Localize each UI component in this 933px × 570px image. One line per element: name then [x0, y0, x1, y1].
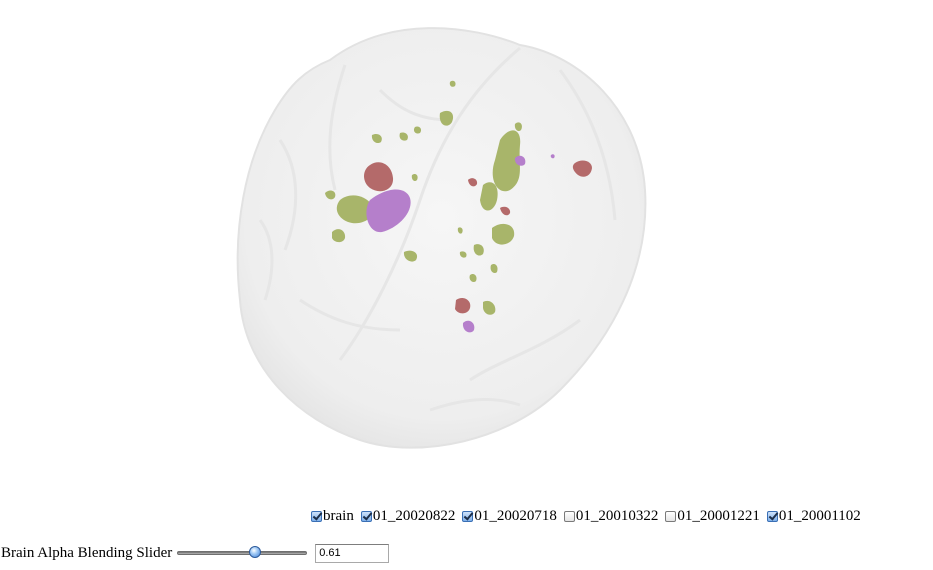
alpha-slider-label: Brain Alpha Blending Slider — [1, 544, 173, 561]
layer-toggle-01-20010322[interactable]: 01_20010322 — [563, 507, 659, 525]
alpha-value-field[interactable] — [315, 543, 390, 563]
layer-checkbox-01-20020718[interactable] — [462, 510, 474, 522]
brain-folds — [258, 46, 617, 412]
layer-toggle-01-20020718[interactable]: 01_20020718 — [462, 508, 557, 525]
lesions-red — [364, 160, 592, 314]
layer-label-01-20001221: 01_20001221 — [677, 507, 760, 524]
layer-label-01-20020718: 01_20020718 — [474, 507, 557, 524]
layer-label-01-20020822: 01_20020822 — [372, 507, 456, 524]
layer-checkbox-brain[interactable] — [311, 510, 322, 522]
layer-toggle-01-20020822[interactable]: 01_20020822 — [360, 507, 456, 525]
layer-label-brain: brain — [323, 507, 354, 524]
layer-toggle-01-20001221[interactable]: 01_20001221 — [665, 508, 760, 525]
layer-checkbox-01-20001102[interactable] — [766, 510, 778, 522]
3d-brain-viewport[interactable] — [0, 0, 933, 495]
alpha-slider-thumb[interactable] — [249, 546, 262, 558]
layer-toggle-01-20001102[interactable]: 01_20001102 — [766, 507, 861, 525]
alpha-slider-row: Brain Alpha Blending Slider — [1, 542, 390, 564]
layer-label-01-20001102: 01_20001102 — [778, 507, 861, 524]
lesions-green — [325, 80, 522, 315]
lesions-purple — [366, 154, 555, 333]
layer-label-01-20010322: 01_20010322 — [575, 507, 659, 524]
layer-checkbox-01-20020822[interactable] — [360, 510, 372, 522]
layer-checkbox-01-20010322[interactable] — [563, 510, 575, 522]
layer-checkbox-01-20001221[interactable] — [665, 510, 677, 522]
brain-render[interactable] — [0, 0, 933, 495]
layer-toggle-brain[interactable]: brain — [311, 508, 354, 525]
alpha-slider-rail[interactable] — [177, 551, 308, 555]
brain-surface — [236, 27, 647, 449]
alpha-slider[interactable] — [177, 544, 308, 562]
layer-toggle-row: brain 01_20020822 01_20020718 01_2001032… — [311, 506, 868, 526]
